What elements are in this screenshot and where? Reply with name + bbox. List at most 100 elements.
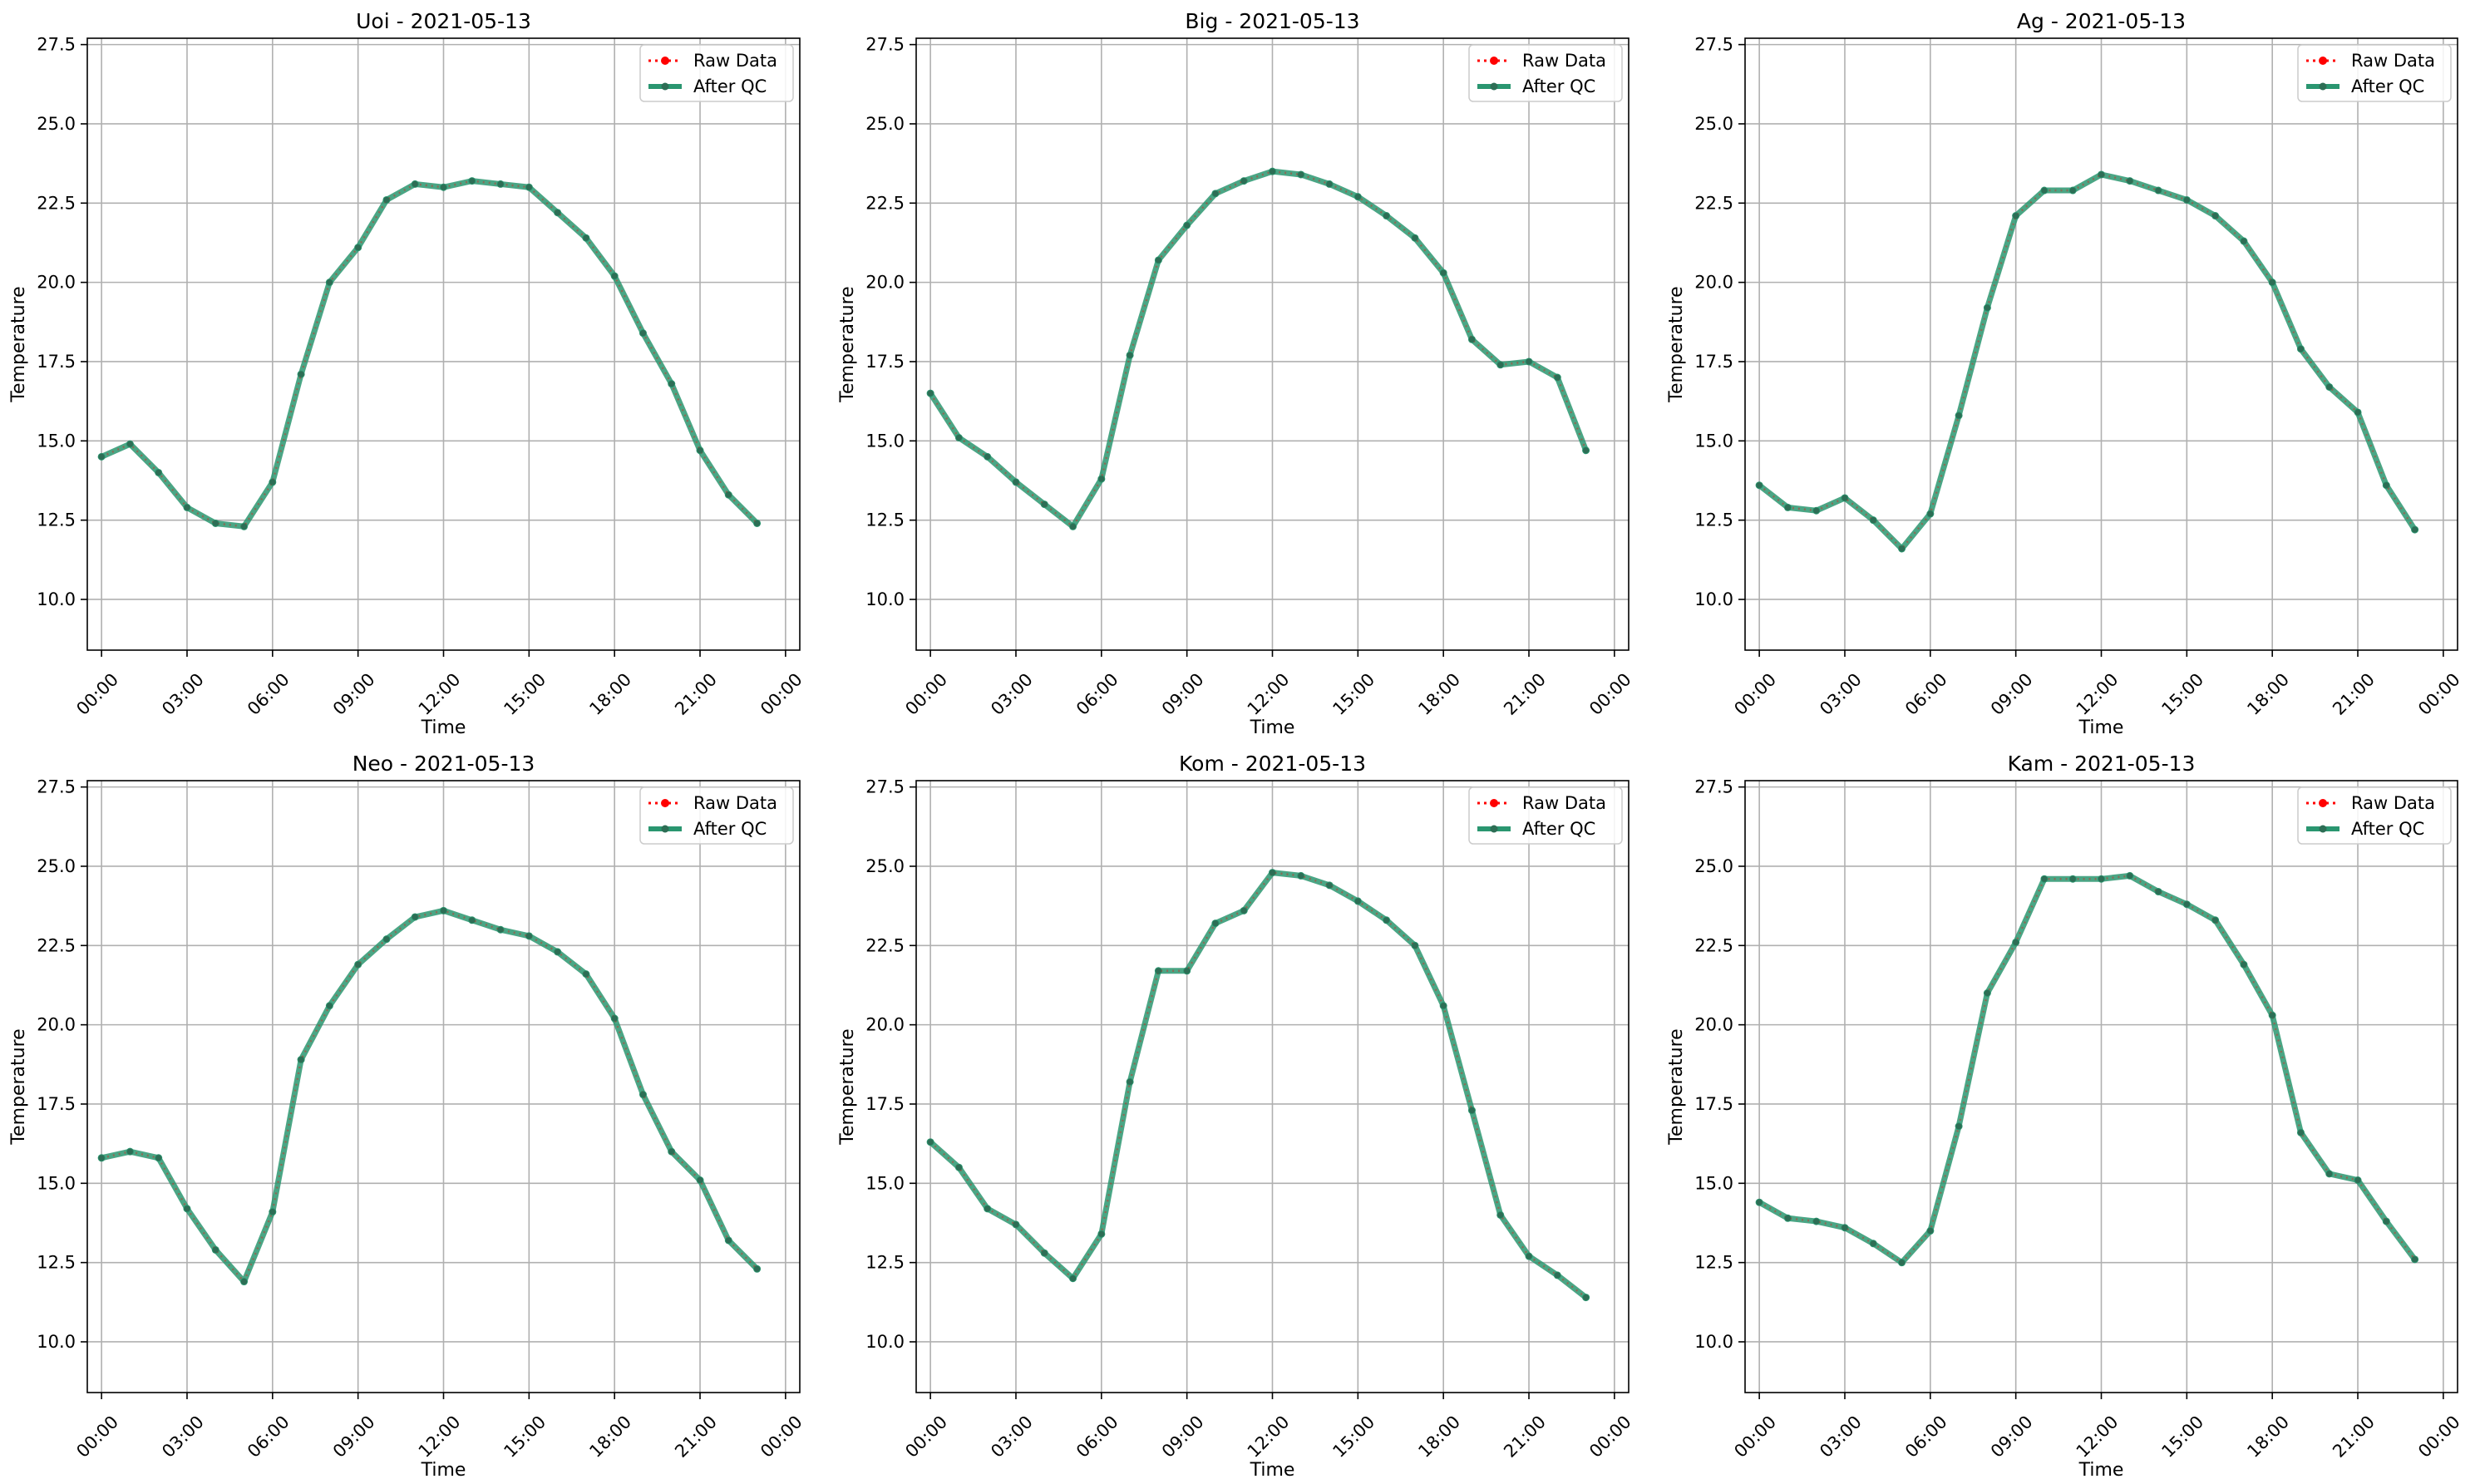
raw-data-point bbox=[955, 1164, 963, 1171]
legend: Raw Data After QC bbox=[1468, 44, 1623, 102]
x-tick-label: 00:00 bbox=[1730, 1412, 1780, 1462]
series-after-qc bbox=[926, 167, 1590, 530]
raw-data-point bbox=[725, 491, 732, 498]
y-tick-label: 27.5 bbox=[37, 35, 76, 55]
raw-data-point bbox=[1354, 898, 1361, 905]
raw-data-point bbox=[1127, 352, 1133, 358]
x-tick-label: 00:00 bbox=[1730, 669, 1780, 719]
y-tick-label: 22.5 bbox=[1694, 935, 1733, 955]
raw-data-point bbox=[1412, 942, 1418, 949]
raw-data-point bbox=[1468, 336, 1476, 343]
raw-data-point bbox=[1240, 907, 1247, 914]
axes-frame bbox=[915, 37, 1630, 651]
subplot-title: Big - 2021-05-13 bbox=[1185, 9, 1359, 33]
legend-raw-label: Raw Data bbox=[693, 51, 777, 71]
raw-data-point bbox=[1440, 269, 1447, 276]
subplot-3: Ag - 2021-05-13 00:00 03:00 06:00 09:00 12:00… bbox=[1666, 9, 2464, 738]
raw-data-point bbox=[1269, 869, 1276, 876]
x-axis-label: Time bbox=[2078, 1460, 2124, 1481]
legend-qc-label: After QC bbox=[2351, 76, 2424, 96]
x-tick-label: 06:00 bbox=[1901, 1412, 1951, 1462]
raw-data-point bbox=[2098, 171, 2105, 178]
x-tick-label: 18:00 bbox=[2243, 669, 2293, 719]
raw-data-point bbox=[469, 917, 476, 924]
raw-data-point bbox=[639, 1091, 647, 1098]
x-tick-label: 06:00 bbox=[244, 669, 293, 719]
raw-data-point bbox=[1098, 1230, 1105, 1237]
after-qc-line bbox=[928, 870, 1588, 1300]
x-tick-label: 00:00 bbox=[901, 669, 951, 719]
raw-data-point bbox=[1955, 1123, 1962, 1130]
y-axis-label: Temperature bbox=[1666, 286, 1687, 402]
y-tick-label: 12.5 bbox=[1694, 1253, 1733, 1273]
x-tick-label: 09:00 bbox=[1158, 669, 1208, 719]
y-tick-label: 27.5 bbox=[865, 777, 905, 797]
raw-data-point bbox=[2013, 212, 2019, 219]
legend-qc-marker bbox=[2319, 82, 2327, 91]
raw-data-point bbox=[1155, 257, 1161, 264]
raw-data-point bbox=[984, 453, 991, 460]
y-tick-label: 15.0 bbox=[865, 431, 905, 451]
raw-data-point bbox=[98, 453, 105, 460]
y-tick-label: 17.5 bbox=[865, 352, 905, 372]
x-tick-label: 03:00 bbox=[987, 669, 1037, 719]
legend-raw-label: Raw Data bbox=[693, 793, 777, 813]
raw-data-point bbox=[326, 279, 333, 286]
raw-data-point bbox=[2041, 875, 2048, 882]
x-tick-label: 03:00 bbox=[1816, 669, 1866, 719]
x-tick-label: 15:00 bbox=[1329, 1412, 1379, 1462]
raw-data-point bbox=[2297, 346, 2305, 353]
raw-data-line bbox=[101, 180, 758, 528]
raw-data-point bbox=[927, 390, 934, 397]
raw-data-point bbox=[927, 1139, 934, 1146]
axes-frame bbox=[915, 780, 1630, 1393]
raw-data-point bbox=[1526, 358, 1532, 365]
y-tick-label: 12.5 bbox=[37, 510, 76, 530]
raw-data-point bbox=[126, 1148, 134, 1155]
raw-data-point bbox=[2326, 383, 2333, 391]
raw-data-point bbox=[2269, 1012, 2275, 1018]
raw-data-point bbox=[212, 1246, 219, 1253]
x-tick-label: 00:00 bbox=[901, 1412, 951, 1462]
raw-data-point bbox=[212, 520, 219, 527]
x-tick-label: 00:00 bbox=[2414, 669, 2464, 719]
raw-data-point bbox=[1756, 482, 1763, 489]
y-tick-label: 12.5 bbox=[37, 1253, 76, 1273]
raw-data-point bbox=[298, 1056, 304, 1063]
y-tick-label: 27.5 bbox=[37, 777, 76, 797]
raw-data-point bbox=[668, 381, 675, 387]
raw-data-point bbox=[1212, 920, 1219, 927]
raw-data-point bbox=[1554, 1272, 1560, 1279]
legend-qc-marker bbox=[661, 825, 669, 833]
x-tick-label: 00:00 bbox=[72, 1412, 122, 1462]
y-tick-label: 15.0 bbox=[865, 1173, 905, 1193]
raw-data-point bbox=[2212, 212, 2219, 219]
grid bbox=[1745, 781, 2458, 1393]
raw-data-point bbox=[1240, 178, 1247, 185]
raw-data-point bbox=[1298, 171, 1304, 178]
raw-data-point bbox=[1984, 989, 1990, 997]
raw-data-point bbox=[298, 371, 304, 377]
x-tick-label: 21:00 bbox=[671, 1412, 721, 1462]
legend-raw-marker bbox=[2319, 57, 2327, 65]
x-axis-label: Time bbox=[421, 1460, 466, 1481]
raw-data-point bbox=[697, 447, 703, 454]
raw-data-line bbox=[101, 910, 758, 1284]
legend-qc-marker bbox=[661, 82, 669, 91]
x-tick-label: 12:00 bbox=[415, 1412, 465, 1462]
raw-data-point bbox=[497, 180, 504, 188]
x-tick-label: 12:00 bbox=[415, 669, 465, 719]
raw-data-point bbox=[383, 196, 390, 204]
raw-data-point bbox=[1497, 362, 1504, 368]
grid bbox=[1745, 38, 2458, 650]
raw-data-point bbox=[2155, 187, 2162, 194]
y-tick-label: 22.5 bbox=[865, 193, 905, 213]
raw-data-point bbox=[583, 234, 589, 241]
x-tick-label: 12:00 bbox=[2073, 669, 2123, 719]
y-tick-label: 12.5 bbox=[865, 1253, 905, 1273]
raw-data-point bbox=[2127, 872, 2133, 880]
y-tick-label: 10.0 bbox=[865, 589, 905, 609]
y-tick-label: 10.0 bbox=[37, 1332, 76, 1352]
raw-data-point bbox=[1526, 1253, 1532, 1260]
